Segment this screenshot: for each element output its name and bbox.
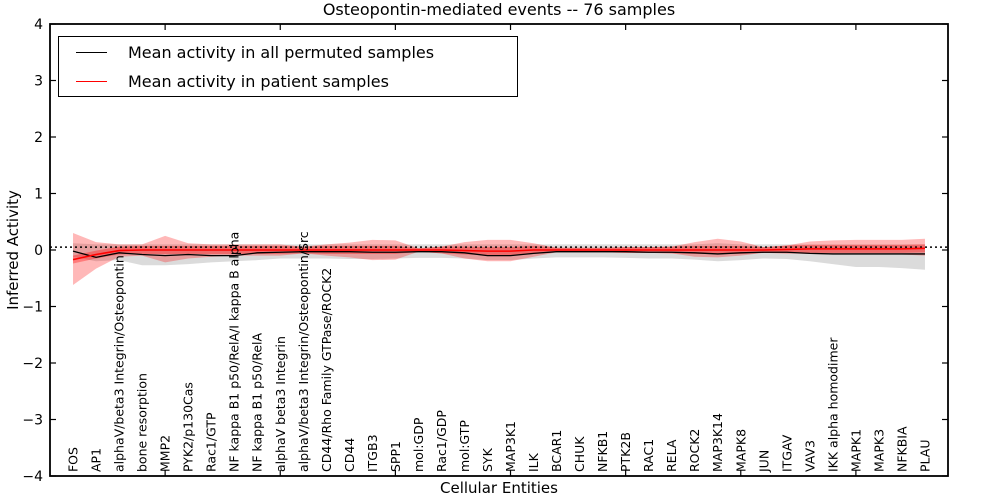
x-category-label: FOS [66,447,81,472]
x-category-label: MMP2 [158,435,173,472]
x-category-label: CD44/Rho Family GTPase/ROCK2 [319,268,334,472]
y-axis-label: Inferred Activity [4,190,22,310]
x-axis-label: Cellular Entities [440,479,558,497]
x-category-label: MAPK3 [871,429,886,472]
x-category-label: MAP3K1 [503,421,518,472]
legend-item-patient: Mean activity in patient samples [59,67,517,95]
x-category-label: alphaV/beta3 Integrin/Osteopontin [112,255,127,472]
x-category-label: JUN [756,450,771,473]
chart-title: Osteopontin-mediated events -- 76 sample… [322,0,676,19]
series-line-permuted [72,250,925,259]
x-category-label: IKK alpha homodimer [825,337,840,472]
x-category-label: RAC1 [641,439,656,472]
legend: Mean activity in all permuted samples Me… [58,36,518,97]
x-category-label: MAP3K14 [710,413,725,472]
x-category-label: CD44 [342,438,357,472]
legend-label-permuted: Mean activity in all permuted samples [128,42,435,62]
x-category-label: BCAR1 [549,430,564,472]
x-category-label: alphaV beta3 Integrin [273,336,288,472]
x-category-label: ROCK2 [687,429,702,472]
x-category-label: MAPK8 [733,429,748,472]
y-tick-label: −4 [22,469,43,485]
x-category-label: PTK2B [618,432,633,472]
x-category-label: NF kappa B1 p50/RelA/I kappa B alpha [227,232,242,472]
y-tick-label: 1 [34,187,43,203]
x-category-label: CHUK [572,436,587,472]
x-category-label: PYK2/p130Cas [181,382,196,472]
patient-line-swatch [76,80,107,82]
x-category-label: RELA [664,439,679,472]
x-category-label: ITGB3 [365,434,380,472]
x-category-label: AP1 [89,448,104,472]
x-category-label: Rac1/GTP [204,412,219,472]
y-tick-label: −2 [22,356,43,372]
band-patient-sample-range-inner [73,244,925,264]
x-category-label: mol:GDP [411,417,426,472]
y-tick-label: 3 [34,74,43,90]
x-category-label: Rac1/GDP [434,410,449,472]
x-category-label: SPP1 [388,441,403,472]
y-tick-label: 2 [34,130,43,146]
x-category-label: SYK [480,447,495,472]
y-tick-label: 4 [34,17,43,33]
x-category-label: NF kappa B1 p50/RelA [250,332,265,472]
y-tick-label: 0 [34,243,43,259]
x-category-label: ILK [526,452,541,472]
x-category-label: NFKBIA [894,426,909,472]
x-category-label: ITGAV [779,434,794,472]
legend-label-patient: Mean activity in patient samples [128,71,389,91]
x-category-label: mol:GTP [457,420,472,472]
x-category-label: MAPK1 [848,429,863,472]
x-category-label: alphaV/beta3 Integrin/Osteopontin/Src [296,231,311,472]
y-tick-label: −3 [22,413,43,429]
y-tick-label: −1 [22,300,43,316]
legend-item-permuted: Mean activity in all permuted samples [59,38,517,66]
x-category-label: NFKB1 [595,431,610,472]
x-category-label: VAV3 [802,440,817,472]
permuted-line-swatch [76,51,107,53]
band-patient-sample-range-outer [73,233,925,286]
x-category-label: bone resorption [135,373,150,472]
series-line-patient [72,247,925,261]
x-category-label: PLAU [917,440,932,473]
